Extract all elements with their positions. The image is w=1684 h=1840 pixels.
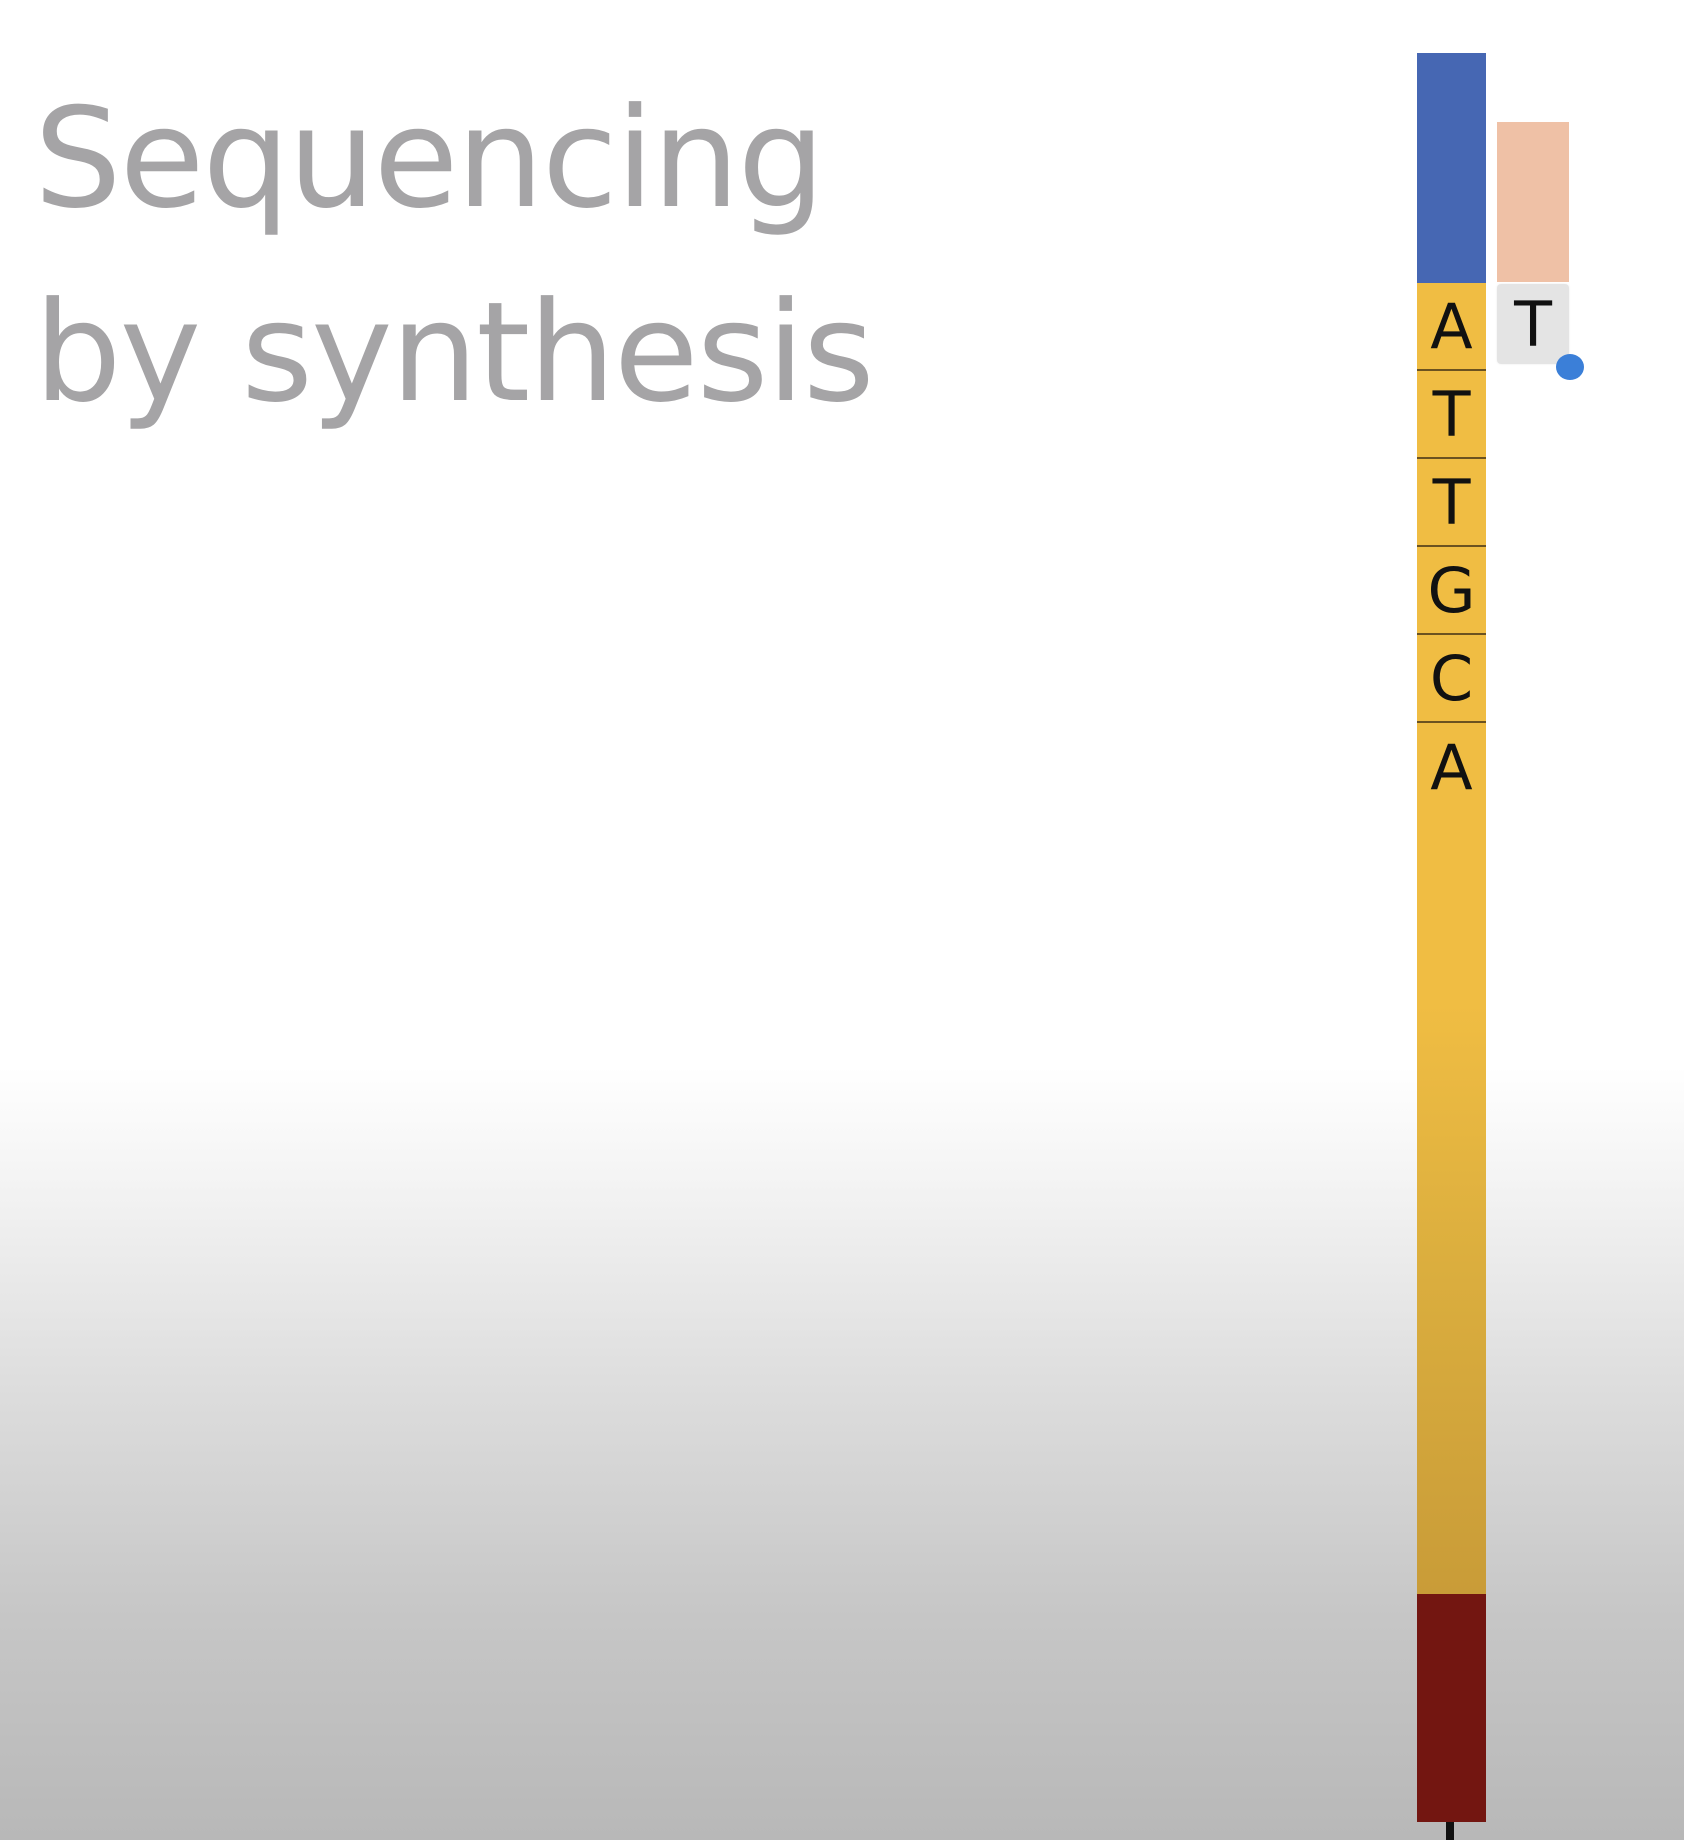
- title-line-2: by synthesis: [34, 272, 875, 433]
- incoming-base: T: [1497, 284, 1569, 364]
- template-base: G: [1417, 547, 1486, 635]
- slide-title: Sequencing by synthesis: [34, 62, 934, 450]
- incoming-block: [1497, 122, 1569, 282]
- strand-red-segment: [1417, 1594, 1486, 1822]
- template-strand: A T T G C A: [1417, 53, 1486, 1822]
- template-base: A: [1430, 730, 1473, 804]
- incoming-nucleotide: T: [1497, 122, 1569, 364]
- template-base: T: [1417, 371, 1486, 459]
- strand-blue-segment: [1417, 53, 1486, 283]
- strand-yellow-segment: A T T G C A: [1417, 283, 1486, 1594]
- fluorescent-tag-dot: [1556, 354, 1584, 380]
- title-line-1: Sequencing: [34, 78, 825, 239]
- anchor-line: [1446, 1822, 1454, 1840]
- template-base: C: [1417, 635, 1486, 723]
- template-base: A: [1417, 283, 1486, 371]
- template-base: T: [1417, 459, 1486, 547]
